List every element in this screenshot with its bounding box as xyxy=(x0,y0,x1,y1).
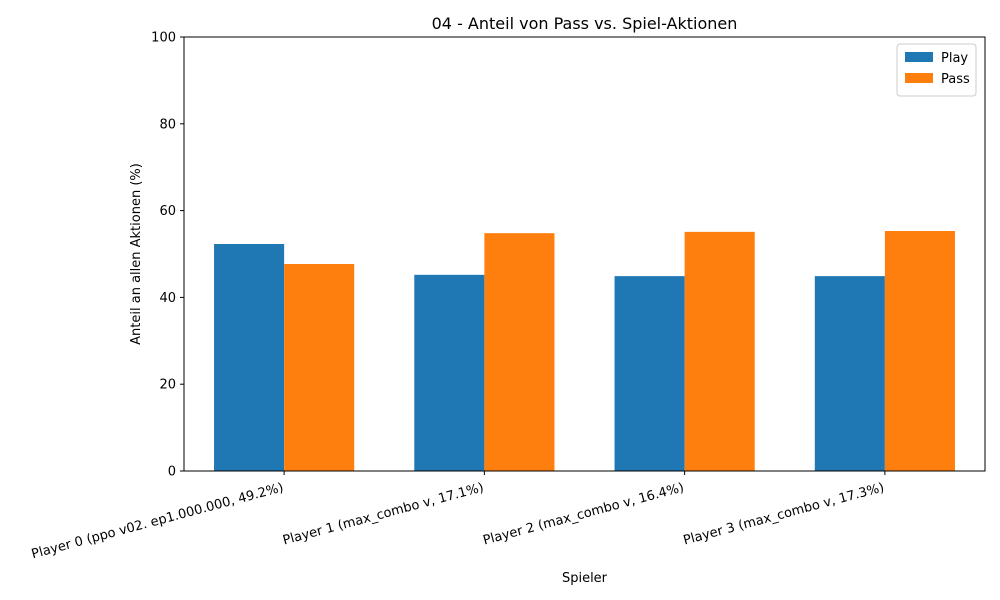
y-axis-label: Anteil an allen Aktionen (%) xyxy=(129,163,144,345)
x-tick-label-1: Player 1 (max_combo v, 17.1%) xyxy=(281,480,485,548)
y-tick-label-4: 80 xyxy=(159,117,176,132)
legend-swatch-pass xyxy=(905,73,933,83)
bar-pass-0 xyxy=(284,263,355,471)
legend: Play Pass xyxy=(896,43,977,97)
y-tick-label-1: 20 xyxy=(159,378,176,393)
x-tick-label-3: Player 3 (max_combo v, 17.3%) xyxy=(682,480,886,548)
x-tick-label-0: Player 0 (ppo v02. ep1.000.000, 49.2%) xyxy=(30,480,285,562)
legend-label-pass: Pass xyxy=(941,72,970,87)
bars-group xyxy=(214,231,955,471)
bar-pass-1 xyxy=(484,233,555,471)
y-axis: 0 20 40 60 80 100 xyxy=(151,31,184,480)
legend-label-play: Play xyxy=(941,51,968,66)
bar-pass-3 xyxy=(884,231,955,471)
bar-pass-2 xyxy=(684,231,755,471)
x-axis: Player 0 (ppo v02. ep1.000.000, 49.2%)Pl… xyxy=(30,471,886,562)
bar-play-0 xyxy=(214,244,285,471)
y-tick-label-5: 100 xyxy=(151,31,176,46)
x-tick-label-2: Player 2 (max_combo v, 16.4%) xyxy=(482,480,686,548)
bar-play-2 xyxy=(614,276,685,471)
y-tick-label-0: 0 xyxy=(168,465,176,480)
legend-swatch-play xyxy=(905,52,933,62)
y-tick-label-3: 60 xyxy=(159,204,176,219)
bar-play-3 xyxy=(814,276,885,471)
chart-title: 04 - Anteil von Pass vs. Spiel-Aktionen xyxy=(432,14,738,33)
plot-frame xyxy=(183,36,986,472)
bar-play-1 xyxy=(414,274,485,471)
y-tick-label-2: 40 xyxy=(159,291,176,306)
x-axis-label: Spieler xyxy=(562,571,608,586)
